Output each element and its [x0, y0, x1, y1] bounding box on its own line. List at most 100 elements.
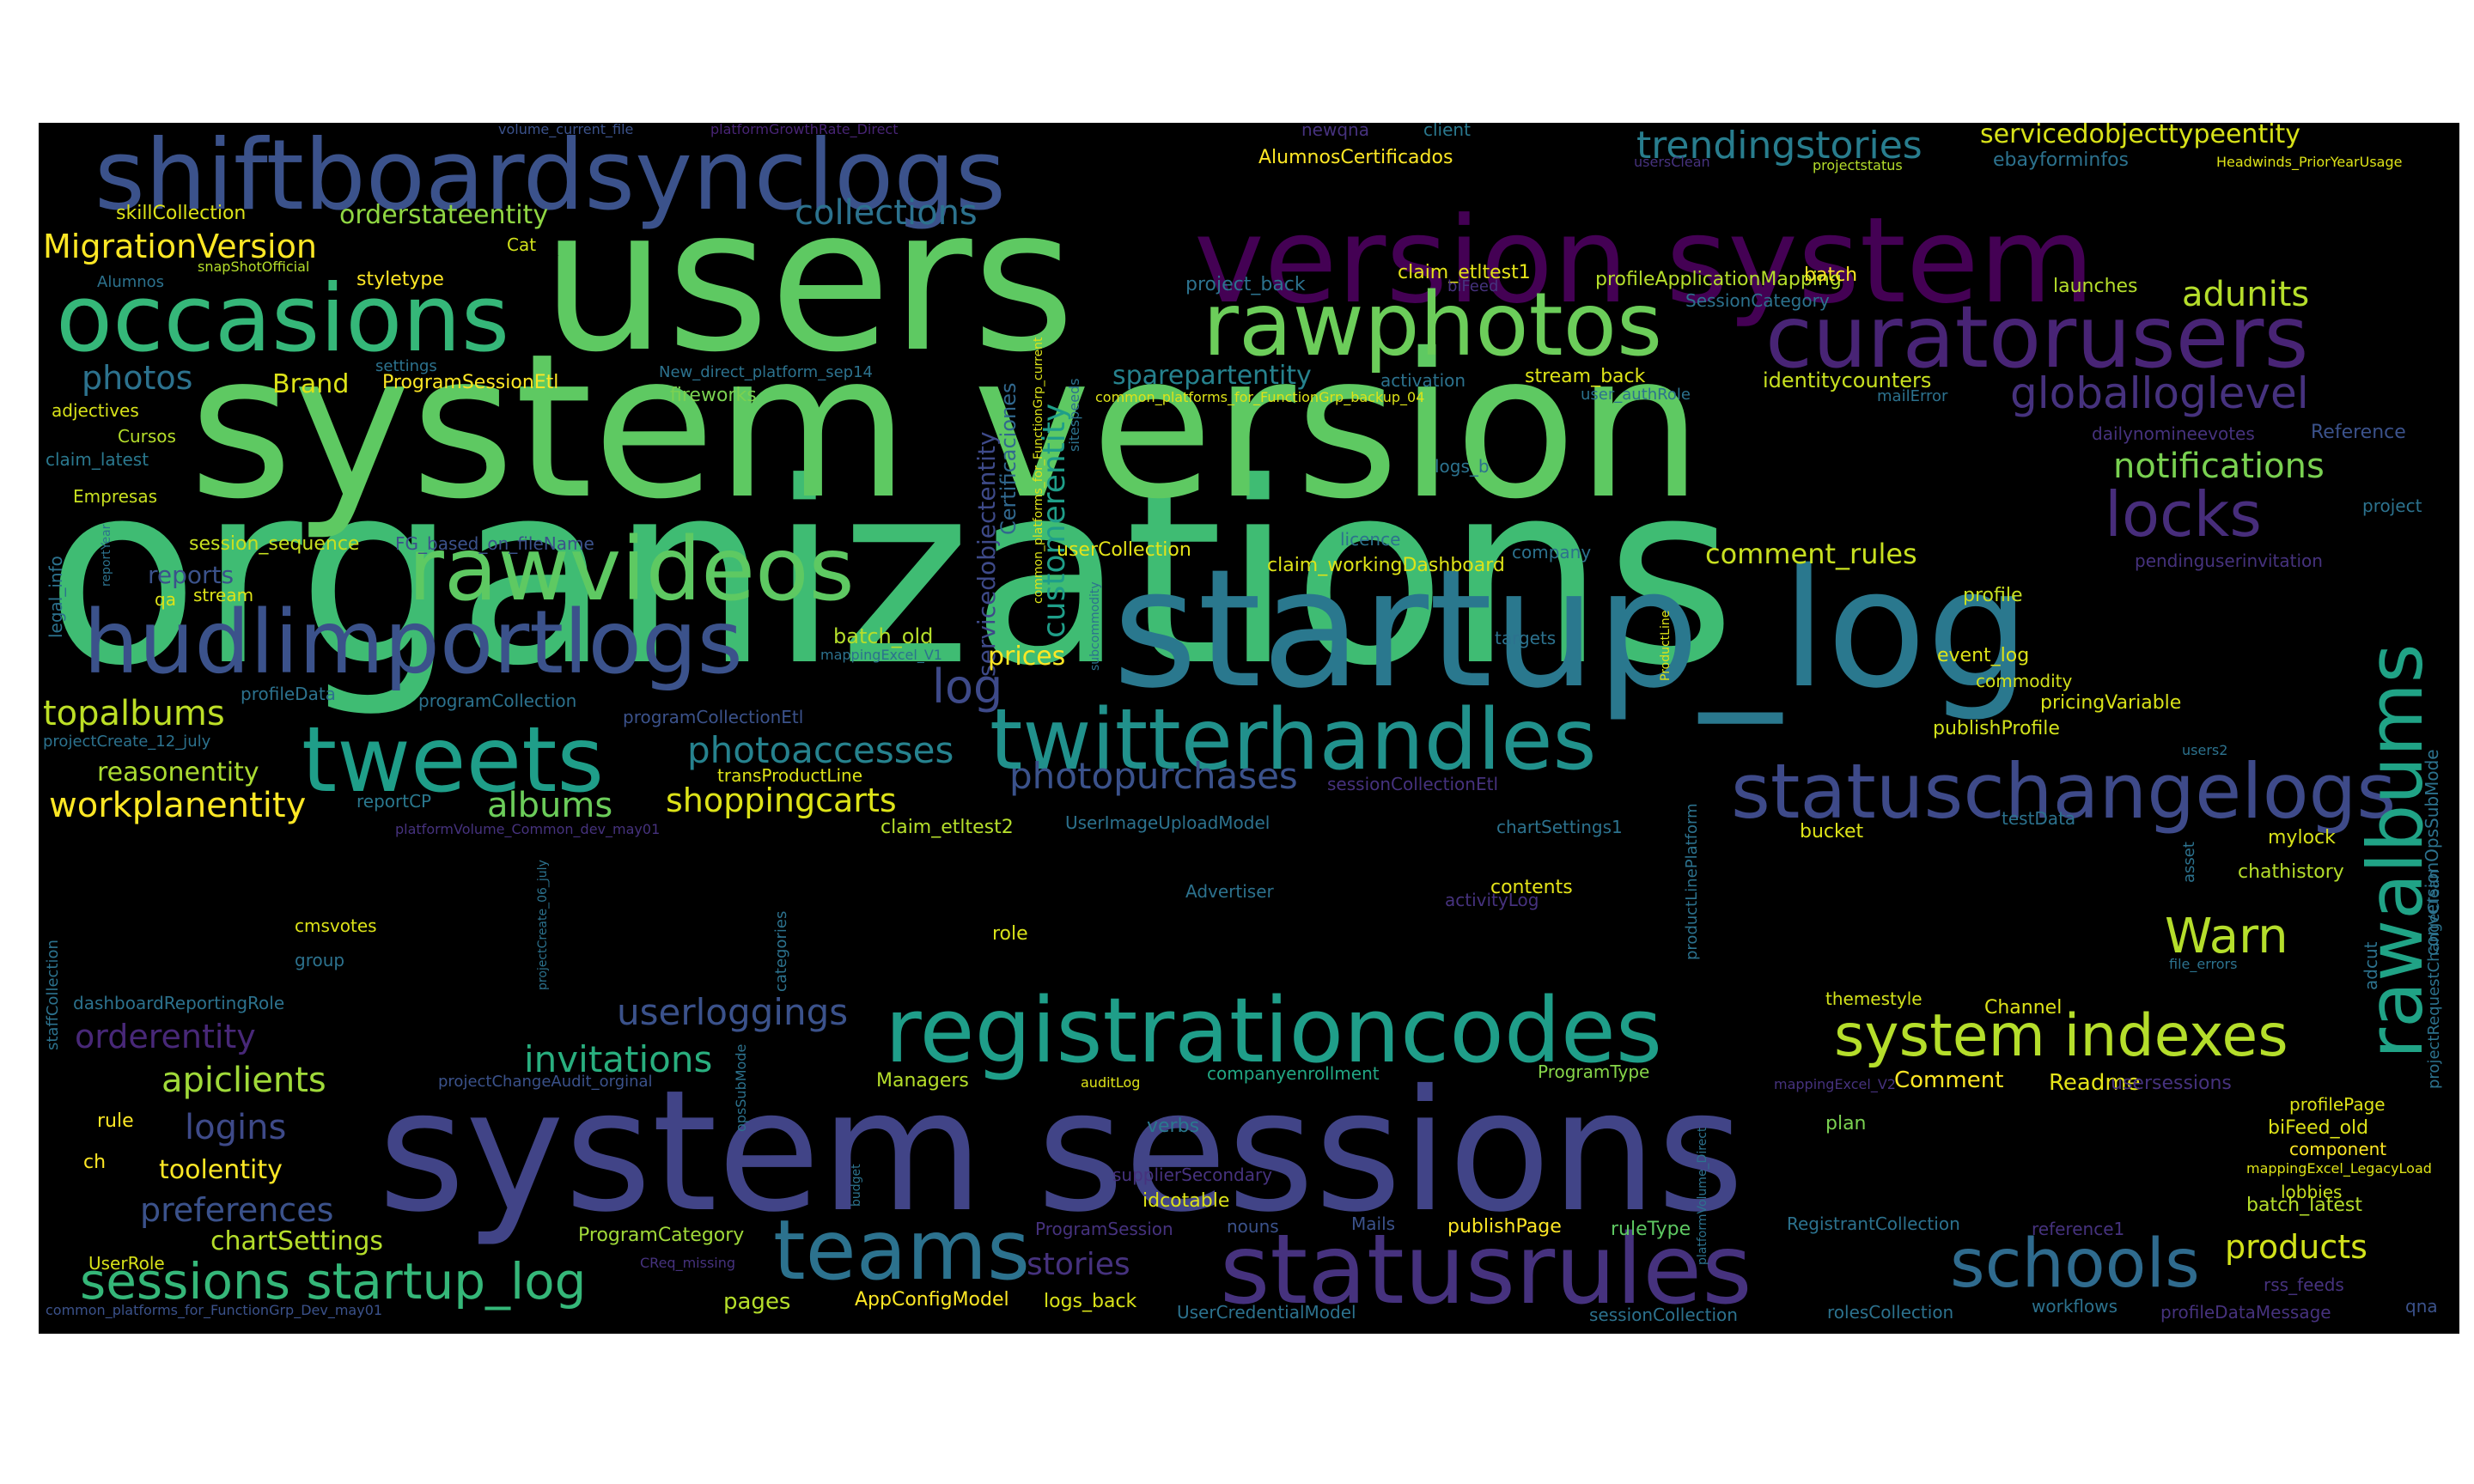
word-commodity: commodity [1976, 671, 2073, 691]
word-mappingexcel-v1: mappingExcel_V1 [820, 647, 942, 663]
word-photoaccesses: photoaccesses [687, 729, 954, 771]
word-batch: batch [1804, 265, 1858, 286]
word-appconfigmodel: AppConfigModel [855, 1289, 1009, 1311]
word-sessions-startup-log: sessions startup_log [80, 1252, 587, 1311]
word-sitespeeds: sitespeeds [1066, 378, 1082, 452]
word-contents: contents [1490, 877, 1573, 898]
word-shoppingcarts: shoppingcarts [666, 782, 897, 819]
word-lobbies: lobbies [2281, 1182, 2343, 1202]
word-new-direct-platform-sep14: New_direct_platform_sep14 [659, 363, 873, 381]
word-projectstatus: projectstatus [1813, 157, 1903, 173]
word-shiftboardsynclogs: shiftboardsynclogs [94, 123, 1006, 232]
word-pricingvariable: pricingVariable [2040, 692, 2182, 714]
word-locks: locks [2105, 478, 2262, 550]
word-auditlog: auditLog [1081, 1074, 1141, 1091]
word-profilepage: profilePage [2289, 1094, 2386, 1115]
word-mylock: mylock [2268, 827, 2336, 848]
word-collections: collections [795, 193, 978, 233]
word-preferences: preferences [140, 1191, 334, 1229]
word-publishpage: publishPage [1447, 1216, 1562, 1238]
word-comment: Comment [1894, 1067, 2004, 1093]
word-profile: profile [1963, 585, 2023, 606]
word-workflows: workflows [2032, 1296, 2118, 1317]
word-system-indexes: system indexes [1834, 1002, 2288, 1070]
word-readme: Readme [2049, 1070, 2141, 1096]
word-startup-log: startup_log [1112, 534, 2031, 724]
word-migrationversion: MigrationVersion [43, 228, 317, 265]
word-budget: budget [850, 1164, 863, 1207]
word-projectchangeaudit-orginal: projectChangeAudit_orginal [438, 1073, 653, 1091]
word-invitations: invitations [524, 1038, 713, 1080]
word-themestyle: themestyle [1825, 988, 1923, 1009]
word-channel: Channel [1984, 997, 2063, 1019]
word-rule: rule [97, 1110, 134, 1132]
word-projectcreate-12-july: projectCreate_12_july [43, 733, 211, 751]
word-plan: plan [1825, 1113, 1867, 1134]
word-nouns: nouns [1227, 1216, 1279, 1237]
word-activation: activation [1380, 370, 1466, 391]
word-registrantcollection: RegistrantCollection [1787, 1213, 1960, 1234]
word-launches: launches [2053, 276, 2138, 297]
word-staffcollection: staffCollection [44, 940, 62, 1050]
word-users: users [541, 167, 1076, 396]
word-pages: pages [723, 1289, 791, 1315]
word-chartsettings: chartSettings [210, 1226, 384, 1256]
word-activitylog: activityLog [1445, 890, 1539, 910]
word-prices: prices [988, 642, 1066, 672]
word-volume-current-file: volume_current_file [498, 123, 634, 137]
word-projectrequestchangeclean: projectRequestChangeClean [2425, 869, 2443, 1089]
word-chartsettings1: chartSettings1 [1496, 817, 1623, 837]
word-licence: licence [1340, 529, 1401, 550]
word-adcut: adcut [2361, 941, 2381, 990]
word-subcommodity: subcommodity [1088, 581, 1102, 671]
word-programtype: ProgramType [1538, 1061, 1650, 1082]
word-programcollection: programCollection [418, 690, 577, 711]
word-profiledata: profileData [241, 684, 336, 704]
word-logs-b: logs_b [1435, 456, 1490, 477]
word-qna: qna [2405, 1296, 2438, 1317]
word-platformvolume-direct: platformVolume_Direct [1696, 1127, 1709, 1265]
word-claim-latest: claim_latest [46, 449, 149, 470]
word-curatorusers: curatorusers [1765, 287, 2309, 387]
word-toolentity: toolentity [159, 1155, 283, 1185]
word-qa: qa [155, 589, 176, 610]
word-cursos: Cursos [118, 426, 176, 447]
word-managers: Managers [876, 1070, 969, 1092]
word-claim-workingdashboard: claim_workingDashboard [1267, 555, 1505, 576]
word-advertiser: Advertiser [1185, 881, 1274, 902]
word-programcategory: ProgramCategory [578, 1225, 745, 1246]
word-orderentity: orderentity [75, 1018, 256, 1055]
word-transproductline: transProductLine [717, 765, 863, 786]
word-sparepartentity: sparepartentity [1112, 361, 1312, 391]
word-globalloglevel: globalloglevel [2010, 368, 2309, 418]
word-claim-etltest2: claim_etltest2 [881, 817, 1014, 838]
word-profiledatamessage: profileDataMessage [2160, 1302, 2331, 1323]
word-usercredentialmodel: UserCredentialModel [1177, 1302, 1356, 1323]
word-testdata: testData [2002, 808, 2076, 829]
word-categories: categories [772, 910, 790, 992]
word-sessioncollection: sessionCollection [1589, 1305, 1738, 1325]
word-reasonentity: reasonentity [97, 757, 259, 788]
word-photos: photos [82, 359, 193, 397]
word-statuschangelogs: statuschangelogs [1731, 747, 2397, 836]
word-mailerror: mailError [1877, 387, 1948, 405]
word-alumnoscertificados: AlumnosCertificados [1258, 147, 1453, 168]
word-reportcp: reportCP [356, 791, 432, 812]
word-dailynomineevotes: dailynomineevotes [2092, 423, 2255, 444]
word-workplanentity: workplanentity [49, 786, 307, 825]
word-targets: targets [1495, 628, 1557, 648]
word-suppliersecondary: supplierSecondary [1112, 1165, 1273, 1185]
word-bifeed-old: biFeed_old [2268, 1117, 2369, 1139]
word-certificaciones: Certificaciones [996, 382, 1021, 535]
word-teams: teams [773, 1202, 1031, 1298]
word-rss-feeds: rss_feeds [2264, 1274, 2344, 1295]
word-stories: stories [1027, 1247, 1130, 1282]
word-verbs: verbs [1147, 1116, 1200, 1137]
word-rawvideos: rawvideos [408, 519, 855, 621]
word-common-platforms-backup-04: common_platforms_for_FunctionGrp_backup_… [1095, 389, 1425, 405]
word-publishprofile: publishProfile [1933, 718, 2060, 739]
word-system-version: system version [189, 311, 1703, 543]
word-servicedobjectentity: servicedobjectentity [972, 431, 1001, 677]
word-empresas: Empresas [73, 486, 157, 507]
word-rolescollection: rolesCollection [1827, 1302, 1954, 1323]
